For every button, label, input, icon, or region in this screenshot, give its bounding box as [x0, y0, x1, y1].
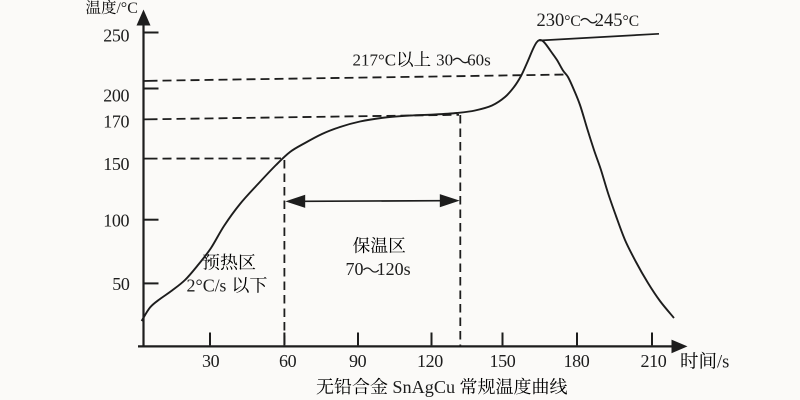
svg-text:150: 150 — [490, 351, 516, 371]
svg-text:/: / — [117, 0, 122, 17]
svg-text:90: 90 — [349, 351, 367, 371]
svg-text:210: 210 — [641, 351, 667, 371]
svg-text:150: 150 — [103, 154, 129, 174]
svg-text:60: 60 — [279, 351, 297, 371]
svg-text:2: 2 — [187, 276, 196, 296]
svg-text:/s: /s — [215, 276, 227, 296]
svg-text:30: 30 — [436, 51, 453, 70]
svg-text:245: 245 — [595, 11, 623, 31]
svg-text:°C: °C — [121, 0, 138, 17]
svg-text:60s: 60s — [467, 51, 491, 70]
svg-text:/s: /s — [717, 352, 729, 372]
svg-text:°C: °C — [564, 13, 581, 30]
svg-text:100: 100 — [103, 211, 129, 231]
svg-text:50: 50 — [112, 274, 130, 294]
svg-text:250: 250 — [103, 25, 129, 45]
svg-text:120s: 120s — [377, 259, 411, 279]
svg-text:120: 120 — [417, 351, 443, 371]
svg-text:SnAgCu: SnAgCu — [392, 377, 455, 397]
svg-text:°C: °C — [623, 13, 640, 30]
svg-text:230: 230 — [537, 11, 565, 31]
svg-text:°C: °C — [196, 276, 215, 296]
svg-text:°C: °C — [378, 51, 396, 70]
svg-text:70: 70 — [346, 259, 364, 279]
svg-text:170: 170 — [103, 111, 129, 131]
svg-text:200: 200 — [103, 86, 129, 106]
svg-text:217: 217 — [353, 51, 379, 70]
svg-text:30: 30 — [202, 351, 220, 371]
svg-text:180: 180 — [564, 351, 590, 371]
